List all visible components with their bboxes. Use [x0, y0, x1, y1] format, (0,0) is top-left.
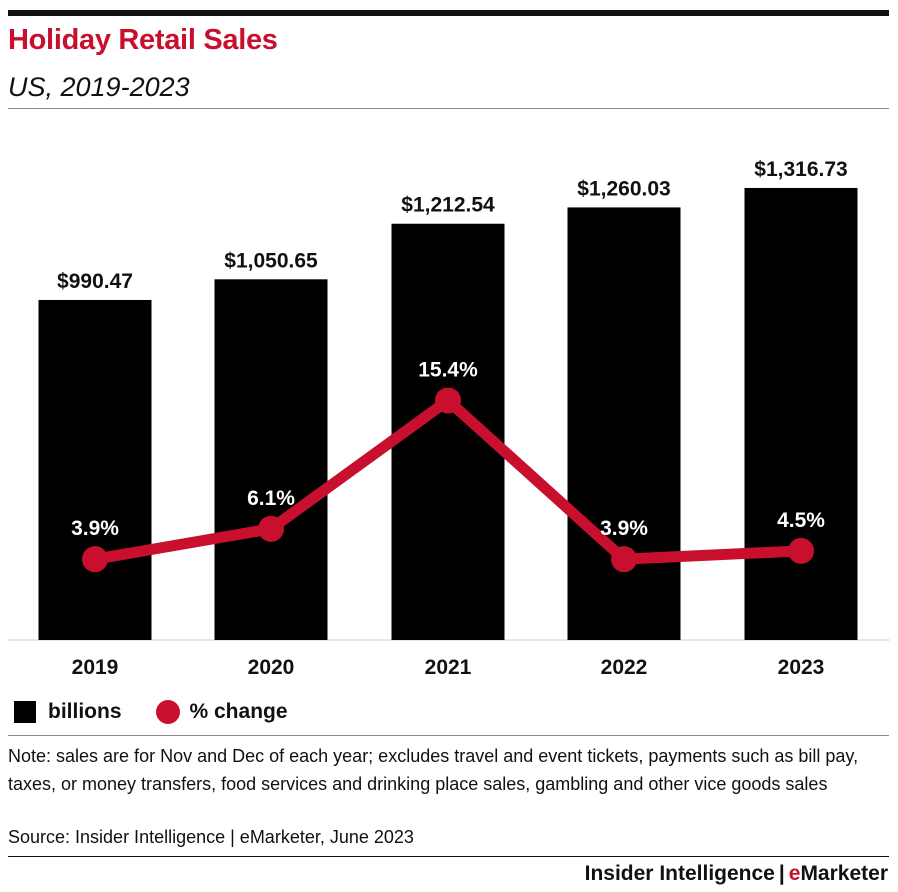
x-tick-label-2022: 2022 [601, 656, 648, 679]
bar-2019 [38, 299, 152, 640]
x-tick-label-2020: 2020 [248, 656, 295, 679]
legend-label-billions: billions [48, 700, 122, 723]
percent-label-2023: 4.5% [777, 509, 825, 532]
legend-label-percent-change: % change [189, 700, 288, 723]
bar-2022 [567, 207, 681, 640]
bottom-rule [8, 856, 889, 857]
percent-label-2022: 3.9% [600, 517, 648, 540]
bar-value-label-2021: $1,212.54 [401, 194, 495, 217]
bar-value-label-2022: $1,260.03 [577, 177, 670, 200]
percent-point-2020 [258, 515, 284, 542]
percent-point-2019 [82, 546, 108, 573]
bar-2020 [214, 279, 328, 640]
x-tick-label-2023: 2023 [778, 656, 825, 679]
chart-plot: $990.47 2019 $1,050.65 2020 $1,212.54 2021 $1,… [8, 158, 890, 679]
bar-2023 [744, 187, 858, 640]
legend: billions % change [14, 700, 322, 724]
legend-item-percent-change: % change [155, 700, 288, 724]
top-rule [8, 10, 889, 16]
bar-value-label-2019: $990.47 [57, 270, 133, 293]
source-line: Source: Insider Intelligence | eMarketer… [8, 827, 414, 847]
percent-point-2022 [611, 546, 637, 573]
footnote: Note: sales are for Nov and Dec of each … [8, 746, 859, 794]
percent-label-2019: 3.9% [71, 517, 119, 540]
chart-title: Holiday Retail Sales [8, 24, 278, 56]
percent-point-2021 [435, 387, 461, 414]
legend-swatch-bar [14, 701, 36, 723]
brand-marketer: Marketer [800, 862, 888, 885]
percent-label-2020: 6.1% [247, 487, 295, 510]
legend-divider [8, 735, 889, 736]
subtitle-divider [8, 108, 889, 109]
bar-value-label-2020: $1,050.65 [224, 249, 318, 272]
x-tick-label-2019: 2019 [72, 656, 119, 679]
brand-name: Insider Intelligence [584, 862, 775, 885]
legend-swatch-dot [155, 700, 180, 724]
percent-point-2023 [788, 537, 814, 564]
brand-e: e [788, 862, 801, 885]
chart-subtitle: US, 2019-2023 [8, 72, 190, 102]
brand-separator: | [778, 862, 785, 885]
legend-item-billions: billions [14, 700, 122, 724]
x-tick-label-2021: 2021 [425, 656, 472, 679]
bar-value-label-2023: $1,316.73 [754, 158, 847, 181]
brand-logo: Insider Intelligence | eMarketer [585, 862, 888, 886]
percent-label-2021: 15.4% [418, 358, 478, 381]
